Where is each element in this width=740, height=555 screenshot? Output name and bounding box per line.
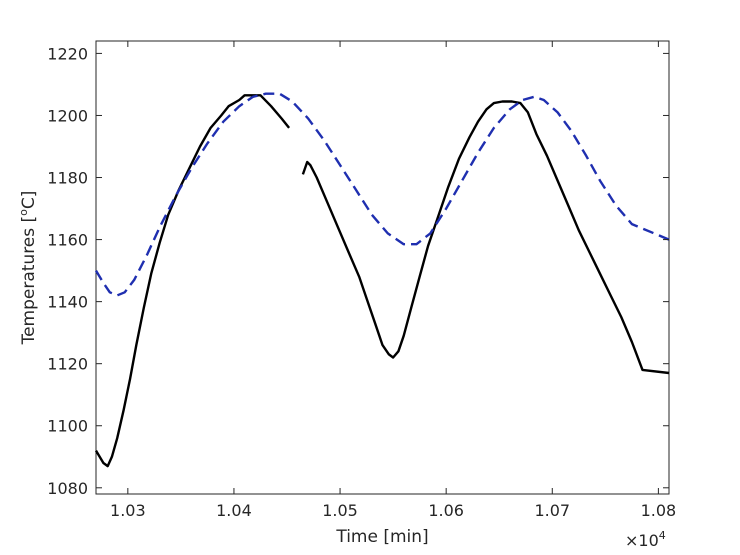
- solid-series-line-2: [301, 100, 670, 375]
- x-axis-label: Time [min]: [335, 527, 428, 547]
- x-tick-label: 1.03: [110, 501, 146, 520]
- y-tick-label: 1140: [47, 293, 88, 312]
- dashed-series-line-1: [94, 92, 670, 297]
- y-tick-label: 1200: [47, 106, 88, 125]
- plot-area: [95, 40, 670, 495]
- y-tick-label: 1160: [47, 231, 88, 250]
- x-tick-label: 1.05: [322, 501, 358, 520]
- y-tick-label: 1120: [47, 355, 88, 374]
- series-layer: [94, 92, 670, 468]
- x-tick-label: 1.08: [641, 501, 677, 520]
- y-axis-label: Temperatures [oC]: [17, 191, 39, 346]
- ticks-layer: 1.03 1.04 1.05 1.06 1.07 1.08 1080 1100 1120 1140…: [47, 41, 676, 520]
- y-tick-label: 1220: [47, 44, 88, 63]
- x-tick-label: 1.06: [428, 501, 464, 520]
- y-tick-label: 1080: [47, 479, 88, 498]
- x-exponent-label: ×104: [625, 529, 666, 550]
- x-tick-label: 1.07: [534, 501, 570, 520]
- y-tick-label: 1100: [47, 417, 88, 436]
- y-tick-label: 1180: [47, 169, 88, 188]
- x-tick-label: 1.04: [216, 501, 252, 520]
